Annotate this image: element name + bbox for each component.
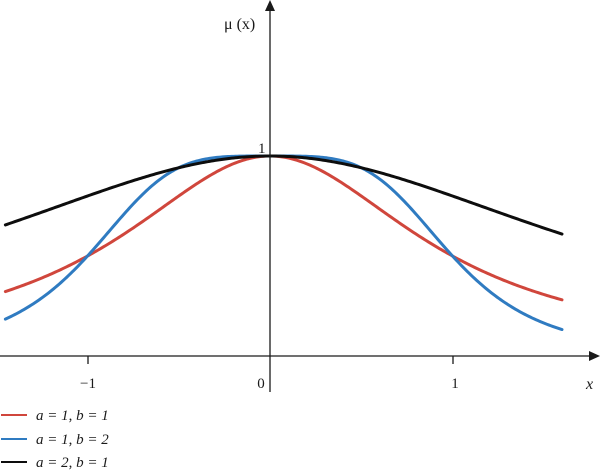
legend-sep: , — [69, 455, 77, 471]
legend: a = 1, b = 1 a = 1, b = 2 a = 2, b = 1 — [1, 408, 109, 471]
legend-item-a1-b2: a = 1, b = 2 — [1, 432, 109, 448]
legend-item-a2-b1: a = 2, b = 1 — [1, 455, 109, 471]
legend-item-a1-b1: a = 1, b = 1 — [1, 408, 109, 424]
y-axis-arrow — [265, 0, 275, 11]
axes: −1 0 1 1 μ (x) x — [0, 0, 600, 393]
curve-series-3 — [3, 154, 564, 236]
x-tick-label-neg1: −1 — [80, 376, 96, 392]
legend-label-a1-b2: a = 1, b = 2 — [36, 432, 109, 448]
x-tick-label-0: 0 — [257, 376, 265, 392]
curve-layer — [3, 154, 564, 332]
legend-a-part: a = 1 — [36, 432, 69, 448]
legend-b-part: b = 1 — [76, 455, 109, 471]
x-axis-arrow — [589, 351, 600, 361]
legend-a-part: a = 1 — [36, 408, 69, 424]
legend-a-part: a = 2 — [36, 455, 69, 471]
curve-series-2 — [3, 154, 564, 332]
legend-label-a1-b1: a = 1, b = 1 — [36, 408, 109, 424]
legend-b-part: b = 2 — [76, 432, 109, 448]
x-axis-title: x — [585, 376, 593, 393]
legend-b-part: b = 1 — [76, 408, 109, 424]
peak-value-label: 1 — [258, 141, 266, 157]
y-axis-title: μ (x) — [224, 16, 255, 33]
legend-sep: , — [69, 408, 77, 424]
legend-label-a2-b1: a = 2, b = 1 — [36, 455, 109, 471]
x-tick-label-1: 1 — [451, 376, 459, 392]
curve-series-1 — [3, 154, 564, 302]
legend-sep: , — [69, 432, 77, 448]
